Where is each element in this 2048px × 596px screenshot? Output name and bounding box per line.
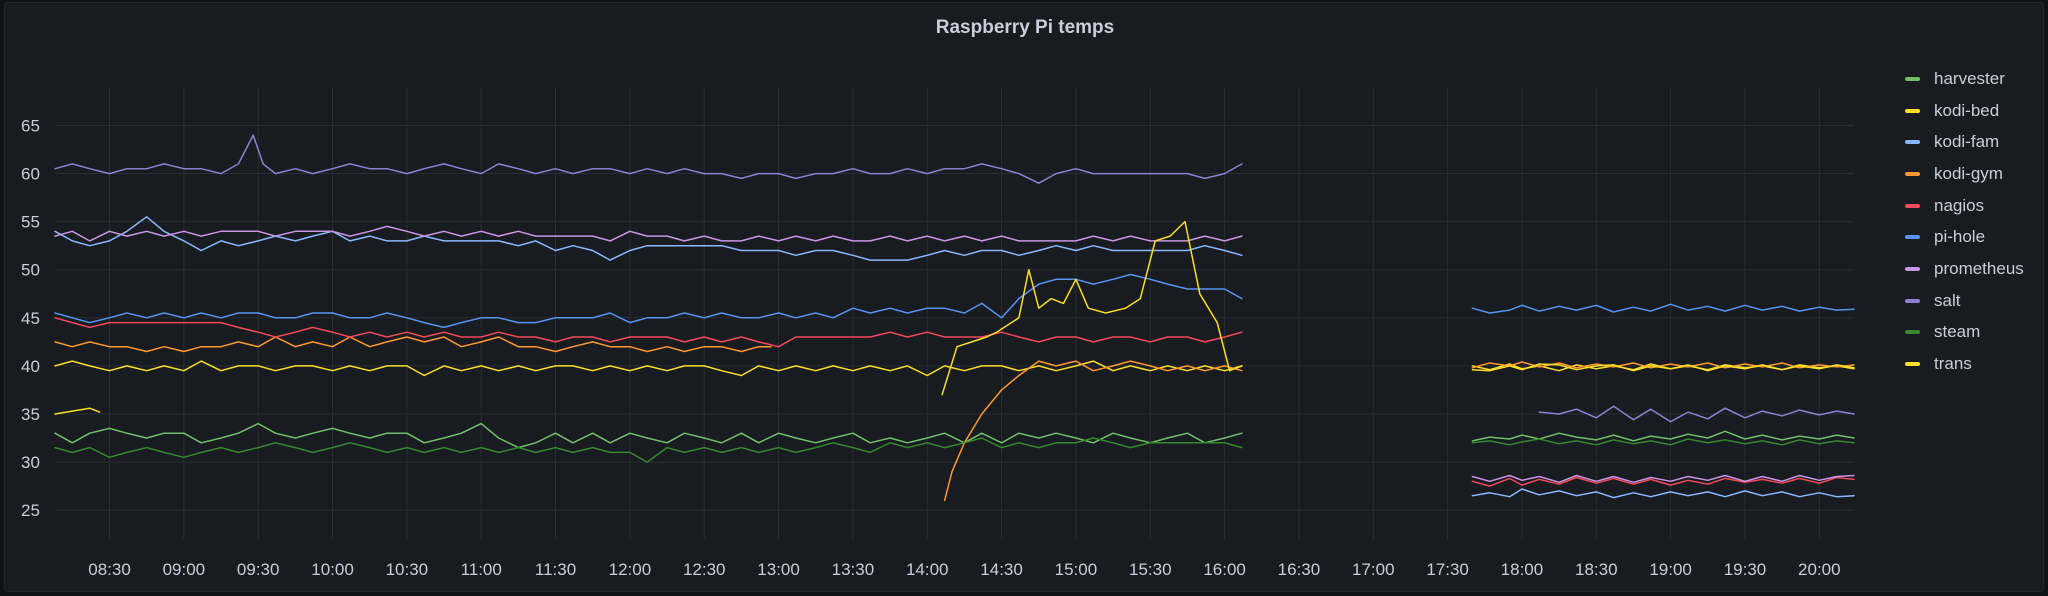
- series-line-kodi-gym: [1471, 361, 1855, 369]
- chart-plot-area[interactable]: 25 30 35 40 45 50 55 60 65 08:30 09:00 09:30 10:00 10…: [5, 3, 2045, 593]
- series-line-pi-hole: [1471, 303, 1855, 314]
- y-tick-label: 45: [21, 309, 40, 328]
- legend-label: kodi-gym: [1934, 163, 2003, 183]
- x-tick-label: 14:00: [906, 560, 949, 579]
- legend-swatch: [1905, 140, 1920, 145]
- series-line-harvester: [54, 422, 1243, 449]
- legend-swatch: [1905, 235, 1920, 240]
- series-line-kodi-gym: [54, 336, 772, 353]
- series-line-prometheus: [1471, 474, 1855, 484]
- x-tick-label: 17:30: [1426, 560, 1469, 579]
- x-tick-label: 12:30: [683, 560, 726, 579]
- series-line-kodi-fam: [54, 216, 1243, 261]
- legend-swatch: [1905, 203, 1920, 208]
- y-tick-label: 35: [21, 405, 40, 424]
- series-line-kodi-gym: [943, 360, 1243, 502]
- legend-label: salt: [1934, 290, 1961, 310]
- series-line-nagios: [54, 317, 1243, 348]
- legend-swatch: [1905, 171, 1920, 176]
- x-tick-label: 11:30: [535, 560, 576, 579]
- legend-item-salt[interactable]: salt: [1905, 285, 2045, 317]
- legend-label: kodi-bed: [1934, 100, 2000, 120]
- series-line-harvester: [1471, 430, 1855, 442]
- x-tick-label: 08:30: [88, 560, 131, 579]
- legend-label: prometheus: [1934, 258, 2024, 278]
- series-line-kodi-fam: [1471, 488, 1855, 499]
- series-line-salt: [54, 134, 1243, 184]
- y-tick-label: 65: [21, 116, 40, 135]
- series-line-trans: [941, 220, 1243, 396]
- series-line-kodi-bed: [54, 407, 101, 415]
- chart-legend: harvester kodi-bed kodi-fam kodi-gym nagios p…: [1905, 63, 2045, 380]
- legend-item-trans[interactable]: trans: [1905, 348, 2045, 380]
- legend-item-prometheus[interactable]: prometheus: [1905, 253, 2045, 285]
- x-tick-label: 14:30: [980, 560, 1023, 579]
- x-tick-label: 09:30: [237, 560, 280, 579]
- legend-item-nagios[interactable]: nagios: [1905, 190, 2045, 222]
- legend-item-kodi-fam[interactable]: kodi-fam: [1905, 126, 2045, 158]
- legend-swatch: [1905, 266, 1920, 271]
- x-tick-label: 09:00: [163, 560, 206, 579]
- series-line-trans: [1471, 363, 1855, 372]
- x-tick-label: 20:00: [1798, 560, 1841, 579]
- x-tick-label: 16:30: [1278, 560, 1321, 579]
- legend-item-kodi-gym[interactable]: kodi-gym: [1905, 158, 2045, 190]
- series-line-kodi-bed: [54, 360, 1243, 377]
- legend-label: pi-hole: [1934, 227, 1986, 247]
- legend-label: steam: [1934, 322, 1981, 342]
- x-tick-label: 15:30: [1129, 560, 1172, 579]
- panel-title[interactable]: Raspberry Pi temps: [935, 17, 1115, 38]
- x-tick-label: 13:00: [757, 560, 800, 579]
- series-line-salt: [1538, 405, 1855, 423]
- legend-label: harvester: [1934, 68, 2005, 88]
- legend-item-pi-hole[interactable]: pi-hole: [1905, 221, 2045, 253]
- series-line-nagios: [1471, 476, 1855, 487]
- x-tick-label: 16:00: [1203, 560, 1246, 579]
- y-tick-label: 25: [21, 501, 40, 520]
- x-tick-label: 18:30: [1575, 560, 1618, 579]
- x-tick-label: 10:30: [386, 560, 429, 579]
- y-tick-label: 30: [21, 453, 40, 472]
- x-tick-label: 17:00: [1352, 560, 1395, 579]
- legend-item-steam[interactable]: steam: [1905, 317, 2045, 349]
- series-line-pi-hole: [54, 273, 1243, 329]
- x-tick-label: 11:00: [461, 560, 502, 579]
- y-tick-label: 50: [21, 261, 40, 280]
- legend-label: kodi-fam: [1934, 132, 2000, 152]
- y-tick-label: 60: [21, 165, 40, 184]
- y-tick-label: 55: [21, 213, 40, 232]
- x-tick-label: 12:00: [609, 560, 652, 579]
- series-line-steam: [1471, 438, 1855, 446]
- legend-swatch: [1905, 76, 1920, 81]
- legend-item-kodi-bed[interactable]: kodi-bed: [1905, 95, 2045, 127]
- x-tick-label: 10:00: [311, 560, 354, 579]
- legend-swatch: [1905, 330, 1920, 335]
- x-tick-label: 15:00: [1055, 560, 1098, 579]
- legend-label: nagios: [1934, 195, 1985, 215]
- x-tick-label: 19:30: [1724, 560, 1767, 579]
- series-line-steam: [54, 437, 1243, 463]
- x-tick-label: 13:30: [832, 560, 875, 579]
- legend-label: trans: [1934, 354, 1972, 374]
- x-tick-label: 19:00: [1649, 560, 1692, 579]
- legend-swatch: [1905, 298, 1920, 303]
- x-tick-label: 18:00: [1501, 560, 1544, 579]
- y-tick-label: 40: [21, 357, 40, 376]
- legend-swatch: [1905, 108, 1920, 113]
- chart-panel: Raspberry Pi temps 25 30 35 40 45 50 55 60 65 08:…: [4, 2, 2044, 592]
- legend-swatch: [1905, 362, 1920, 367]
- legend-item-harvester[interactable]: harvester: [1905, 63, 2045, 95]
- series-line-prometheus: [54, 225, 1243, 242]
